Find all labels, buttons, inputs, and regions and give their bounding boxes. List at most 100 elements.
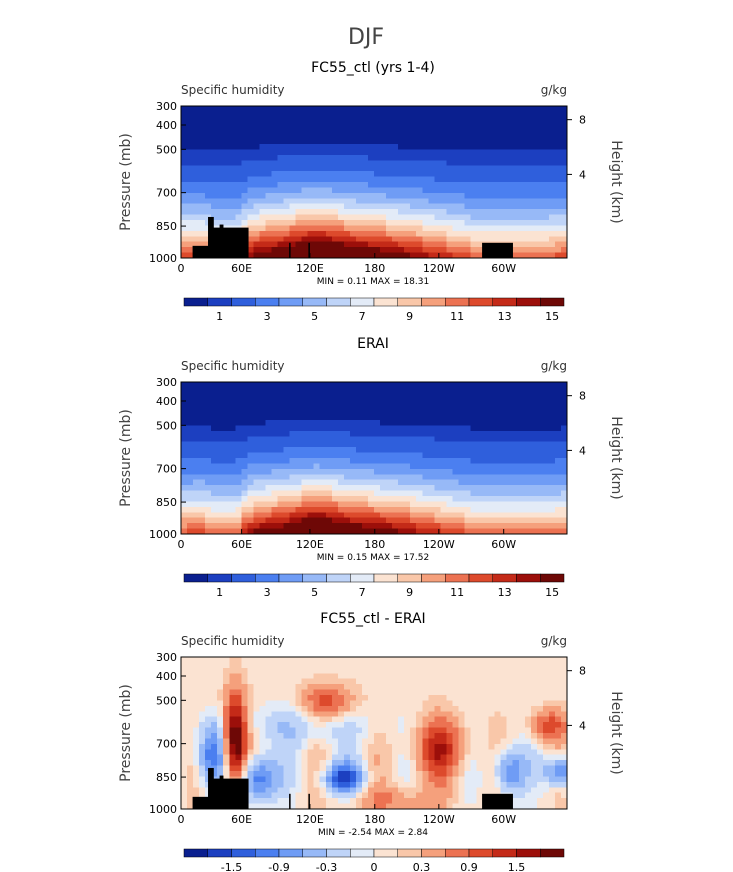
field-cell	[325, 673, 333, 680]
field-cell	[361, 420, 369, 427]
field-cell	[337, 771, 345, 778]
field-cell	[518, 523, 526, 530]
field-cell	[325, 781, 333, 788]
field-cell	[307, 479, 315, 486]
field-cell	[355, 727, 363, 734]
field-cell	[193, 727, 200, 734]
field-cell	[229, 738, 236, 745]
field-cell	[560, 106, 568, 113]
field-cell	[247, 203, 254, 210]
field-cell	[458, 187, 466, 194]
field-cell	[512, 209, 520, 216]
field-cell	[241, 414, 248, 421]
field-cell	[199, 154, 206, 161]
field-cell	[343, 485, 351, 492]
field-cell	[536, 506, 544, 513]
field-cell	[295, 225, 303, 232]
field-cell	[271, 398, 279, 405]
field-cell	[434, 506, 441, 513]
field-cell	[482, 192, 490, 199]
field-cell	[458, 485, 466, 492]
field-cell	[247, 187, 254, 194]
field-cell	[470, 241, 478, 248]
field-cell	[367, 441, 375, 448]
field-cell	[331, 176, 339, 183]
field-cell	[217, 705, 224, 712]
field-cell	[337, 705, 345, 712]
field-cell	[283, 711, 291, 718]
field-cell	[380, 684, 387, 691]
field-cell	[313, 506, 321, 513]
field-cell	[247, 700, 254, 707]
field-cell	[548, 458, 556, 465]
field-cell	[313, 754, 321, 761]
field-cell	[398, 198, 405, 205]
field-cell	[247, 409, 254, 416]
field-cell	[440, 463, 447, 470]
field-cell	[301, 458, 309, 465]
field-cell	[374, 209, 381, 216]
field-cell	[458, 512, 466, 519]
field-cell	[410, 198, 417, 205]
field-cell	[398, 496, 405, 503]
field-cell	[464, 209, 472, 216]
field-cell	[343, 528, 351, 535]
field-cell	[253, 203, 261, 210]
field-cell	[277, 711, 285, 718]
field-cell	[205, 485, 212, 492]
field-cell	[536, 149, 544, 156]
field-cell	[355, 716, 363, 723]
field-cell	[512, 528, 520, 535]
field-cell	[301, 781, 309, 788]
field-cell	[337, 176, 345, 183]
field-cell	[271, 203, 279, 210]
field-cell	[482, 409, 490, 416]
field-cell	[343, 452, 351, 459]
field-cell	[422, 182, 429, 189]
field-cell	[217, 695, 224, 702]
field-cell	[199, 458, 206, 465]
field-cell	[548, 490, 556, 497]
field-cell	[289, 474, 297, 481]
field-cell	[446, 803, 454, 810]
field-cell	[307, 662, 315, 669]
field-cell	[542, 165, 550, 172]
field-cell	[265, 765, 273, 772]
field-cell	[398, 743, 405, 750]
field-cell	[247, 165, 254, 172]
field-cell	[307, 192, 315, 199]
field-cell	[361, 214, 369, 221]
field-cell	[488, 512, 496, 519]
field-cell	[548, 241, 556, 248]
field-cell	[211, 203, 218, 210]
field-cell	[199, 182, 206, 189]
field-cell	[319, 733, 327, 740]
field-cell	[199, 662, 206, 669]
field-cell	[380, 111, 387, 118]
field-cell	[193, 716, 200, 723]
field-cell	[458, 176, 466, 183]
field-cell	[524, 133, 532, 140]
field-cell	[301, 673, 309, 680]
field-cell	[199, 436, 206, 443]
field-cell	[337, 192, 345, 199]
field-cell	[319, 517, 327, 524]
field-cell	[524, 192, 532, 199]
field-cell	[277, 662, 285, 669]
field-cell	[452, 225, 460, 232]
field-cell	[374, 733, 381, 740]
field-cell	[331, 198, 339, 205]
field-cell	[518, 171, 526, 178]
field-cell	[416, 209, 423, 216]
field-cell	[446, 716, 454, 723]
field-cell	[380, 803, 387, 810]
field-cell	[524, 171, 532, 178]
field-cell	[524, 501, 532, 508]
field-cell	[319, 236, 327, 243]
field-cell	[374, 496, 381, 503]
field-cell	[205, 165, 212, 172]
field-cell	[398, 452, 405, 459]
field-cell	[530, 463, 538, 470]
field-cell	[416, 705, 423, 712]
field-cell	[536, 127, 544, 134]
